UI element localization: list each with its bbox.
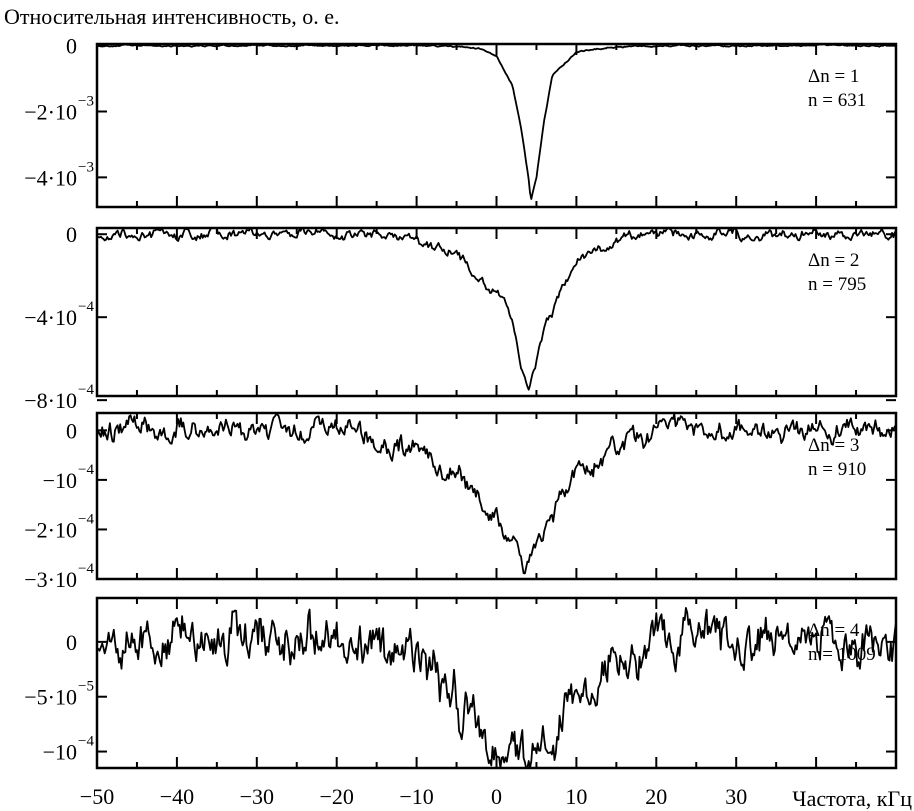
y-tick-label: −4·10 (24, 165, 77, 190)
y-tick-exponent: −4 (78, 462, 94, 478)
panel-annotation: n = 1009 (808, 644, 876, 665)
y-tick-label: 0 (66, 418, 77, 443)
panel-annotation: Δn = 1 (808, 66, 859, 87)
y-tick-label: 0 (66, 34, 77, 59)
x-tick-label: −50 (80, 784, 114, 809)
y-tick-exponent: −4 (78, 382, 94, 398)
series-line (96, 607, 897, 769)
x-tick-label: −20 (319, 784, 353, 809)
panel-frame (95, 596, 898, 770)
x-tick-label: 0 (491, 784, 502, 809)
y-tick-label: −3·10 (24, 567, 77, 592)
panel-annotation: Δn = 2 (808, 250, 859, 271)
y-tick-label: 0 (66, 630, 77, 655)
y-tick-label: −10 (43, 740, 77, 765)
y-tick-exponent: −3 (78, 94, 94, 110)
panel-2: 0−4·10 −4−8·10 −4Δn = 2n = 795 (24, 222, 898, 413)
y-tick-label: −8·10 (24, 388, 77, 413)
x-axis-title: Частота, кГц (792, 786, 912, 811)
y-tick-exponent: −3 (78, 159, 94, 175)
y-tick-exponent: −5 (78, 679, 94, 695)
series-line (96, 43, 897, 200)
y-axis-title: Относительная интенсивность, о. е. (4, 4, 340, 29)
panel-frame (95, 226, 898, 398)
y-tick-label: −4·10 (24, 305, 77, 330)
x-tick-label: −40 (160, 784, 194, 809)
y-tick-exponent: −4 (78, 299, 94, 315)
y-tick-exponent: −4 (78, 734, 94, 750)
series-line (96, 227, 897, 391)
panel-3: 0−10 −4−2·10 −4−3·10 −4Δn = 3n = 910 (24, 411, 898, 592)
series-line (96, 412, 897, 575)
panel-annotation: n = 795 (808, 274, 866, 295)
x-tick-label: 10 (565, 784, 587, 809)
y-tick-exponent: −4 (78, 561, 94, 577)
x-tick-label: −30 (240, 784, 274, 809)
x-axis: −50 −40 −30 −20 −10 0 10 20 30 (80, 784, 747, 809)
y-tick-label: −2·10 (24, 100, 77, 125)
x-tick-label: 20 (645, 784, 667, 809)
y-tick-label: −10 (43, 468, 77, 493)
y-tick-label: −2·10 (24, 517, 77, 542)
panel-4: 0−5·10 −5−10 −4Δn = 4n = 1009 (24, 596, 898, 770)
panel-1: 0−2·10 −3−4·10 −3Δn = 1n = 631 (24, 34, 898, 209)
y-tick-exponent: −4 (78, 511, 94, 527)
x-tick-label: −10 (399, 784, 433, 809)
y-tick-label: 0 (66, 222, 77, 247)
x-tick-label: 30 (725, 784, 747, 809)
panel-frame (95, 42, 898, 209)
panel-annotation: Δn = 3 (808, 435, 859, 456)
y-tick-label: −5·10 (24, 685, 77, 710)
panel-frame (95, 411, 898, 581)
panel-annotation: n = 631 (808, 90, 866, 111)
panel-annotation: n = 910 (808, 459, 866, 480)
